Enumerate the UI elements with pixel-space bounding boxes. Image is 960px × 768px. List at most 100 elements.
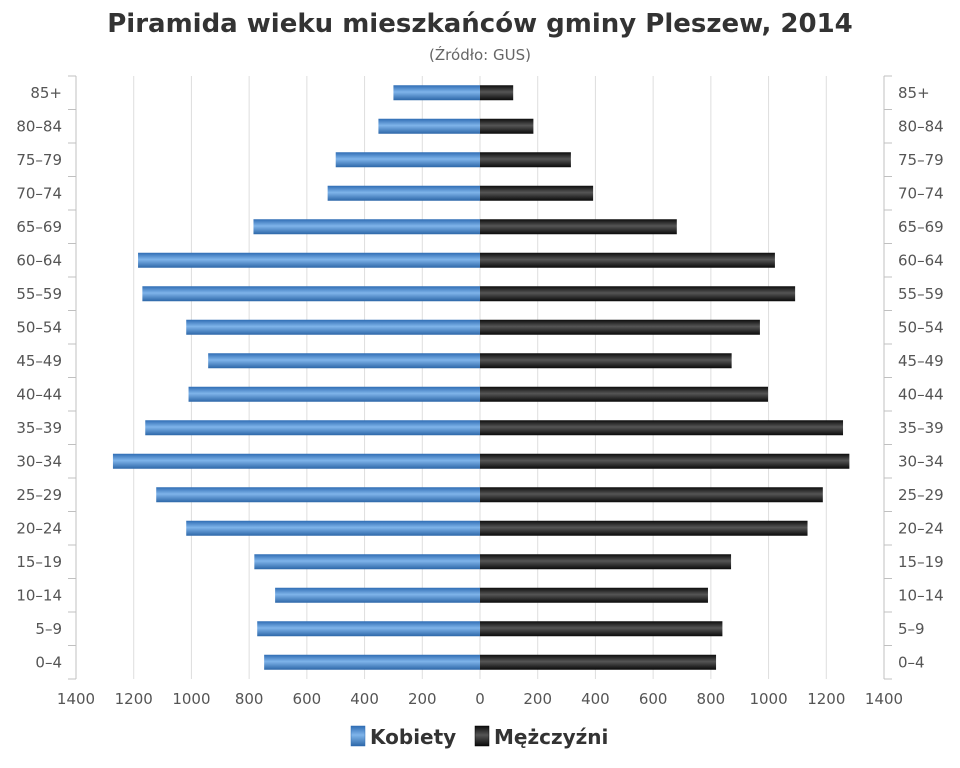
- y-tick-label-left: 55–59: [16, 285, 62, 303]
- y-tick-label-right: 25–29: [898, 486, 944, 504]
- bar-mezczyzni[interactable]: [480, 319, 760, 335]
- y-axis-labels: 85+ 85+ 80–84 80–84 75–79 75–79 70–74 70–74 65–6…: [16, 84, 943, 672]
- y-tick-label-right: 20–24: [898, 519, 944, 537]
- bars: [112, 85, 850, 670]
- bar-mezczyzni[interactable]: [480, 152, 571, 168]
- x-tick-label: 400: [350, 690, 379, 708]
- y-tick-label-left: 5–9: [35, 620, 62, 638]
- bar-mezczyzni[interactable]: [480, 621, 723, 637]
- bar-kobiety[interactable]: [275, 587, 480, 603]
- bar-kobiety[interactable]: [145, 420, 480, 436]
- y-tick-label-right: 35–39: [898, 419, 944, 437]
- bar-kobiety[interactable]: [138, 252, 481, 268]
- y-tick-label-left: 10–14: [16, 586, 62, 604]
- y-tick-label-left: 40–44: [16, 385, 62, 403]
- bar-kobiety[interactable]: [253, 219, 480, 235]
- bar-kobiety[interactable]: [112, 453, 481, 469]
- y-tick-label-right: 15–19: [898, 553, 944, 571]
- y-tick-label-left: 75–79: [16, 151, 62, 169]
- y-tick-label-left: 45–49: [16, 352, 62, 370]
- bar-kobiety[interactable]: [327, 185, 480, 201]
- x-axis-labels: 1400 1200 1000 800 600 400 200 0 200 400 600 800 100…: [57, 690, 903, 708]
- x-tick-label: 200: [523, 690, 552, 708]
- y-tick-label-right: 75–79: [898, 151, 944, 169]
- bar-mezczyzni[interactable]: [480, 219, 677, 235]
- chart-title: Piramida wieku mieszkańców gminy Pleszew…: [107, 9, 853, 39]
- grid-lines: [133, 76, 827, 679]
- legend-swatch-kobiety: [350, 725, 366, 747]
- bar-kobiety[interactable]: [186, 520, 480, 536]
- y-tick-label-right: 5–9: [898, 620, 925, 638]
- y-tick-label-left: 70–74: [16, 184, 62, 202]
- y-tick-label-left: 15–19: [16, 553, 62, 571]
- bar-mezczyzni[interactable]: [480, 587, 708, 603]
- y-tick-label-left: 80–84: [16, 117, 62, 135]
- x-tick-label: 1000: [749, 690, 787, 708]
- y-tick-label-left: 25–29: [16, 486, 62, 504]
- x-tick-label: 600: [293, 690, 322, 708]
- y-tick-label-right: 55–59: [898, 285, 944, 303]
- axes: [68, 75, 892, 680]
- chart-subtitle: (Źródło: GUS): [429, 45, 531, 64]
- bar-mezczyzni[interactable]: [480, 386, 768, 402]
- x-tick-label: 1000: [172, 690, 210, 708]
- x-tick-label: 400: [581, 690, 610, 708]
- y-tick-label-left: 0–4: [35, 653, 62, 671]
- x-tick-label: 800: [697, 690, 726, 708]
- bar-kobiety[interactable]: [257, 621, 480, 637]
- bar-mezczyzni[interactable]: [480, 420, 844, 436]
- y-tick-label-right: 50–54: [898, 318, 944, 336]
- y-tick-label-right: 80–84: [898, 117, 944, 135]
- y-tick-label-left: 50–54: [16, 318, 62, 336]
- x-tick-label: 800: [235, 690, 264, 708]
- y-tick-label-left: 65–69: [16, 218, 62, 236]
- bar-kobiety[interactable]: [335, 152, 480, 168]
- bar-mezczyzni[interactable]: [480, 554, 732, 570]
- bar-kobiety[interactable]: [142, 286, 480, 302]
- y-tick-label-right: 30–34: [898, 452, 944, 470]
- y-tick-label-left: 20–24: [16, 519, 62, 537]
- legend-swatch-mezczyzni: [474, 725, 490, 747]
- bar-mezczyzni[interactable]: [480, 118, 534, 134]
- bar-kobiety[interactable]: [264, 654, 480, 670]
- bar-mezczyzni[interactable]: [480, 286, 796, 302]
- y-tick-label-right: 70–74: [898, 184, 944, 202]
- bar-mezczyzni[interactable]: [480, 453, 850, 469]
- y-tick-label-left: 35–39: [16, 419, 62, 437]
- legend-label-mezczyzni[interactable]: Mężczyźni: [494, 725, 608, 749]
- x-tick-label: 1200: [115, 690, 153, 708]
- bar-kobiety[interactable]: [188, 386, 481, 402]
- bar-kobiety[interactable]: [378, 118, 480, 134]
- y-tick-label-right: 40–44: [898, 385, 944, 403]
- y-tick-label-left: 85+: [30, 84, 62, 102]
- y-tick-label-right: 60–64: [898, 251, 944, 269]
- y-tick-label-left: 60–64: [16, 251, 62, 269]
- bar-kobiety[interactable]: [393, 85, 480, 101]
- x-tick-label: 1400: [57, 690, 95, 708]
- y-tick-label-right: 65–69: [898, 218, 944, 236]
- bar-kobiety[interactable]: [208, 353, 480, 369]
- bar-kobiety[interactable]: [156, 487, 481, 503]
- bar-mezczyzni[interactable]: [480, 185, 594, 201]
- legend: Kobiety Mężczyźni: [350, 725, 608, 749]
- x-tick-label: 1200: [807, 690, 845, 708]
- y-tick-label-right: 0–4: [898, 653, 925, 671]
- y-tick-label-right: 10–14: [898, 586, 944, 604]
- x-tick-label: 200: [408, 690, 437, 708]
- bar-mezczyzni[interactable]: [480, 353, 732, 369]
- legend-label-kobiety[interactable]: Kobiety: [370, 725, 456, 749]
- bar-mezczyzni[interactable]: [480, 520, 808, 536]
- y-tick-label-right: 85+: [898, 84, 930, 102]
- y-tick-label-left: 30–34: [16, 452, 62, 470]
- x-tick-label: 600: [639, 690, 668, 708]
- x-tick-label: 0: [475, 690, 485, 708]
- y-tick-label-right: 45–49: [898, 352, 944, 370]
- bar-mezczyzni[interactable]: [480, 252, 775, 268]
- x-tick-label: 1400: [865, 690, 903, 708]
- bar-mezczyzni[interactable]: [480, 85, 514, 101]
- bar-mezczyzni[interactable]: [480, 487, 823, 503]
- bar-kobiety[interactable]: [254, 554, 480, 570]
- bar-mezczyzni[interactable]: [480, 654, 717, 670]
- bar-kobiety[interactable]: [186, 319, 480, 335]
